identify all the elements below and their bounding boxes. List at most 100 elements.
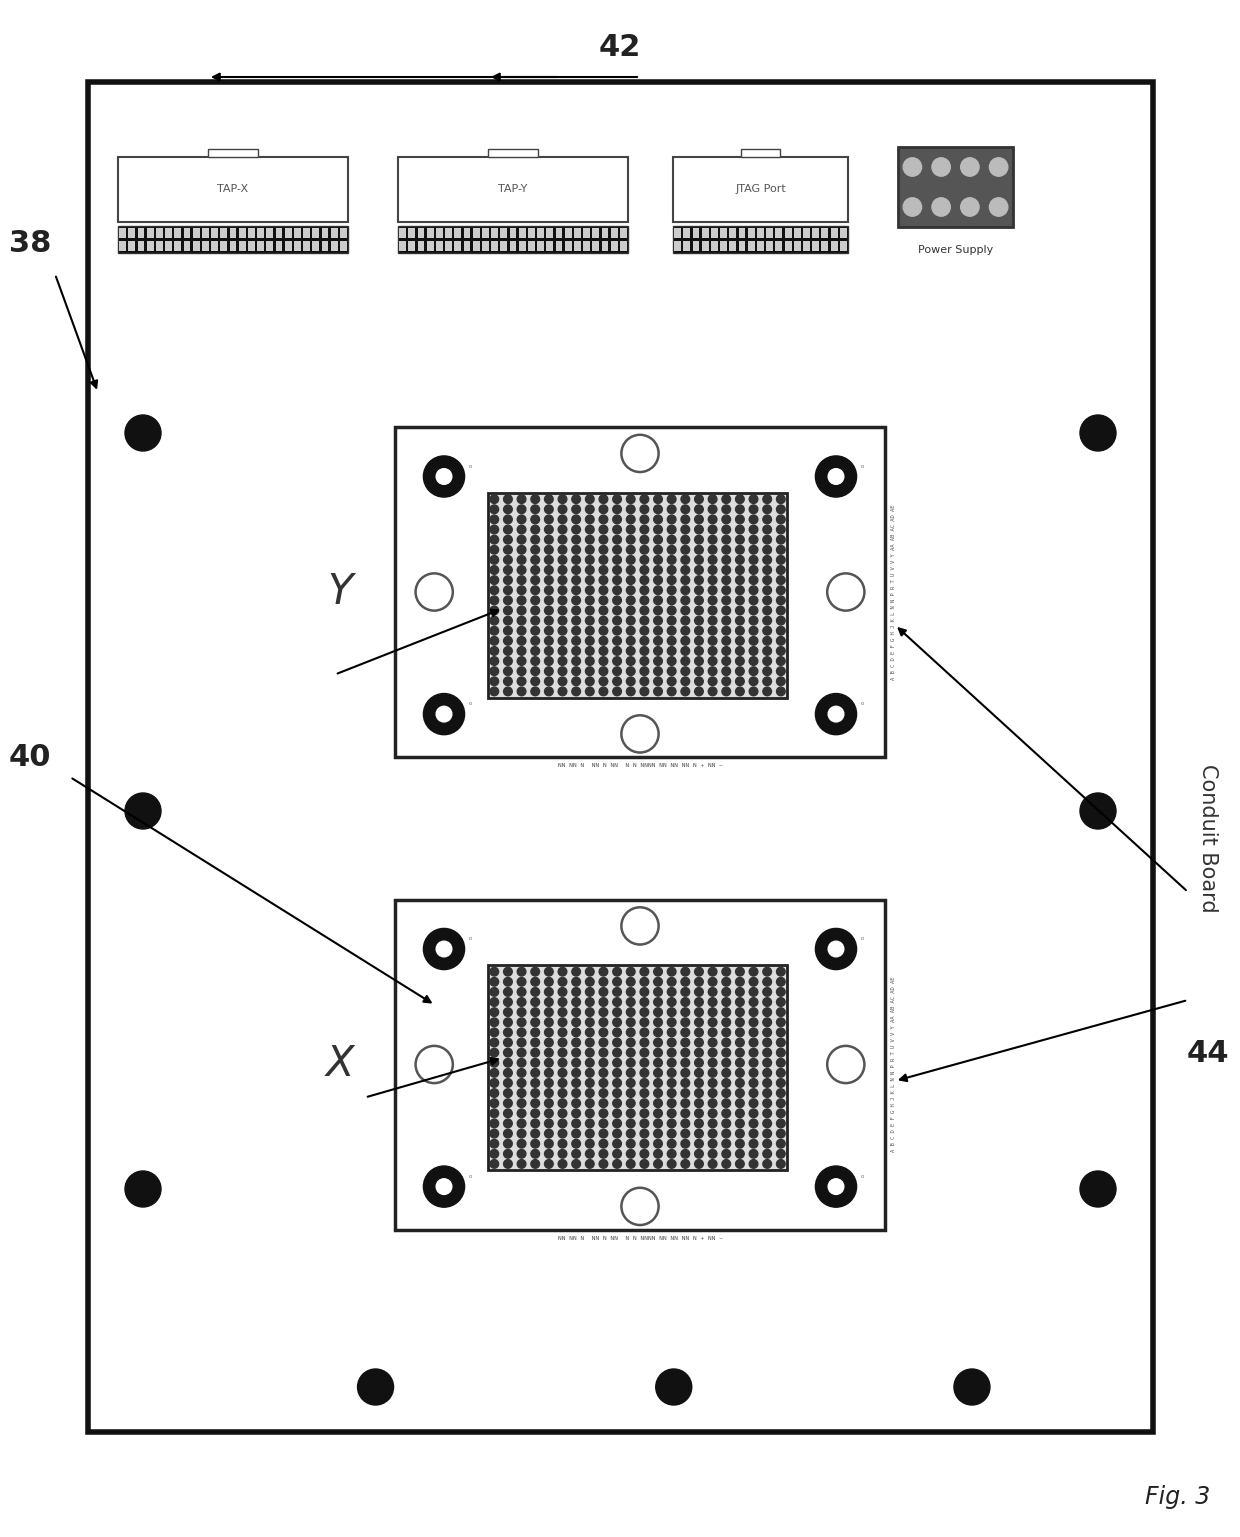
Circle shape <box>544 687 553 696</box>
Circle shape <box>763 647 771 655</box>
Circle shape <box>722 978 730 987</box>
Circle shape <box>735 1139 744 1148</box>
Circle shape <box>735 1150 744 1157</box>
Bar <box>165 241 172 252</box>
Circle shape <box>558 566 567 575</box>
Circle shape <box>667 1139 676 1148</box>
Circle shape <box>544 1088 553 1097</box>
Circle shape <box>722 627 730 635</box>
Circle shape <box>708 546 717 555</box>
Circle shape <box>423 1167 465 1207</box>
Circle shape <box>694 1130 703 1137</box>
Circle shape <box>572 515 580 524</box>
Text: o: o <box>861 1174 864 1179</box>
Bar <box>702 241 708 252</box>
Circle shape <box>613 576 621 584</box>
Circle shape <box>572 1130 580 1137</box>
Circle shape <box>776 1139 785 1148</box>
Circle shape <box>503 566 512 575</box>
Circle shape <box>599 1110 608 1117</box>
Circle shape <box>694 967 703 976</box>
Circle shape <box>694 1068 703 1077</box>
Circle shape <box>749 1068 758 1077</box>
Circle shape <box>531 506 539 513</box>
Circle shape <box>763 616 771 626</box>
Circle shape <box>503 1059 512 1067</box>
Circle shape <box>776 627 785 635</box>
Circle shape <box>585 495 594 504</box>
Circle shape <box>653 667 662 675</box>
Circle shape <box>722 1110 730 1117</box>
Circle shape <box>558 1159 567 1168</box>
Circle shape <box>626 636 635 646</box>
Circle shape <box>763 1119 771 1128</box>
Circle shape <box>423 693 465 735</box>
Circle shape <box>613 1028 621 1037</box>
Circle shape <box>613 1008 621 1016</box>
Circle shape <box>531 596 539 604</box>
Circle shape <box>503 535 512 544</box>
Circle shape <box>681 978 689 987</box>
Circle shape <box>667 1079 676 1087</box>
Circle shape <box>558 978 567 987</box>
Circle shape <box>517 495 526 504</box>
Circle shape <box>776 1159 785 1168</box>
Circle shape <box>517 1017 526 1027</box>
Circle shape <box>749 978 758 987</box>
Circle shape <box>776 515 785 524</box>
Circle shape <box>585 1079 594 1087</box>
Circle shape <box>558 555 567 564</box>
Circle shape <box>531 546 539 555</box>
Circle shape <box>626 627 635 635</box>
Circle shape <box>490 1048 498 1057</box>
Circle shape <box>667 1017 676 1027</box>
Bar <box>229 241 237 252</box>
Circle shape <box>503 526 512 533</box>
Circle shape <box>585 656 594 666</box>
Circle shape <box>531 1068 539 1077</box>
Circle shape <box>722 687 730 696</box>
Circle shape <box>722 667 730 675</box>
Circle shape <box>585 1139 594 1148</box>
Circle shape <box>572 627 580 635</box>
Circle shape <box>667 978 676 987</box>
Bar <box>547 227 553 238</box>
Circle shape <box>585 667 594 675</box>
Circle shape <box>503 667 512 675</box>
Circle shape <box>558 495 567 504</box>
Circle shape <box>626 1159 635 1168</box>
Circle shape <box>708 495 717 504</box>
Circle shape <box>763 667 771 675</box>
Circle shape <box>763 546 771 555</box>
Circle shape <box>653 535 662 544</box>
Circle shape <box>667 596 676 604</box>
Circle shape <box>544 676 553 686</box>
Circle shape <box>544 647 553 655</box>
Bar <box>248 241 254 252</box>
Circle shape <box>776 656 785 666</box>
Bar <box>702 227 708 238</box>
Circle shape <box>708 1119 717 1128</box>
Circle shape <box>735 616 744 626</box>
Circle shape <box>640 1119 649 1128</box>
Circle shape <box>694 535 703 544</box>
Bar <box>518 227 526 238</box>
Bar <box>221 241 227 252</box>
Circle shape <box>722 1088 730 1097</box>
Circle shape <box>667 1130 676 1137</box>
Circle shape <box>763 988 771 996</box>
Circle shape <box>749 1028 758 1037</box>
Bar <box>418 227 424 238</box>
Circle shape <box>749 1017 758 1027</box>
Text: Conduit Board: Conduit Board <box>1198 764 1218 913</box>
Circle shape <box>626 1059 635 1067</box>
Circle shape <box>681 616 689 626</box>
Text: A B C D E F G H J K L N N P R T U V V Y AA AB AC AD AE: A B C D E F G H J K L N N P R T U V V Y … <box>892 976 897 1153</box>
Circle shape <box>749 555 758 564</box>
Circle shape <box>572 1110 580 1117</box>
Bar <box>303 241 310 252</box>
Circle shape <box>735 627 744 635</box>
Circle shape <box>544 1028 553 1037</box>
Circle shape <box>585 1150 594 1157</box>
Circle shape <box>763 1028 771 1037</box>
